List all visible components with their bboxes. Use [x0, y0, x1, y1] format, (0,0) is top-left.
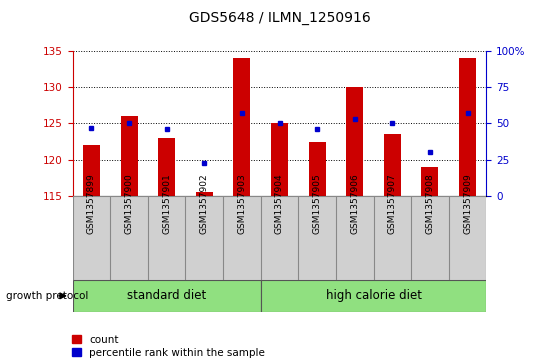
Legend: count, percentile rank within the sample: count, percentile rank within the sample	[72, 335, 265, 358]
Text: GSM1357908: GSM1357908	[425, 173, 434, 234]
Text: GDS5648 / ILMN_1250916: GDS5648 / ILMN_1250916	[188, 11, 371, 25]
Bar	[260, 280, 486, 312]
Text: GSM1357909: GSM1357909	[463, 173, 472, 234]
Bar	[234, 58, 250, 196]
Text: GSM1357900: GSM1357900	[125, 173, 134, 234]
Text: GSM1357905: GSM1357905	[312, 173, 321, 234]
Text: GSM1357903: GSM1357903	[238, 173, 247, 234]
Bar	[196, 192, 213, 196]
Bar	[83, 145, 100, 196]
Bar	[121, 116, 138, 196]
Bar	[73, 280, 260, 312]
Bar	[421, 167, 438, 196]
Bar	[158, 138, 175, 196]
Bar	[309, 142, 325, 196]
Text: standard diet: standard diet	[127, 289, 206, 302]
Text: GSM1357904: GSM1357904	[275, 173, 284, 234]
Text: high calorie diet: high calorie diet	[325, 289, 421, 302]
Text: GSM1357907: GSM1357907	[388, 173, 397, 234]
Text: GSM1357899: GSM1357899	[87, 173, 96, 234]
Text: GSM1357906: GSM1357906	[350, 173, 359, 234]
Bar	[459, 58, 476, 196]
Bar	[346, 87, 363, 196]
Text: GSM1357901: GSM1357901	[162, 173, 171, 234]
Text: growth protocol: growth protocol	[6, 291, 88, 301]
Bar	[384, 134, 401, 196]
Bar	[271, 123, 288, 196]
Text: GSM1357902: GSM1357902	[200, 173, 209, 234]
